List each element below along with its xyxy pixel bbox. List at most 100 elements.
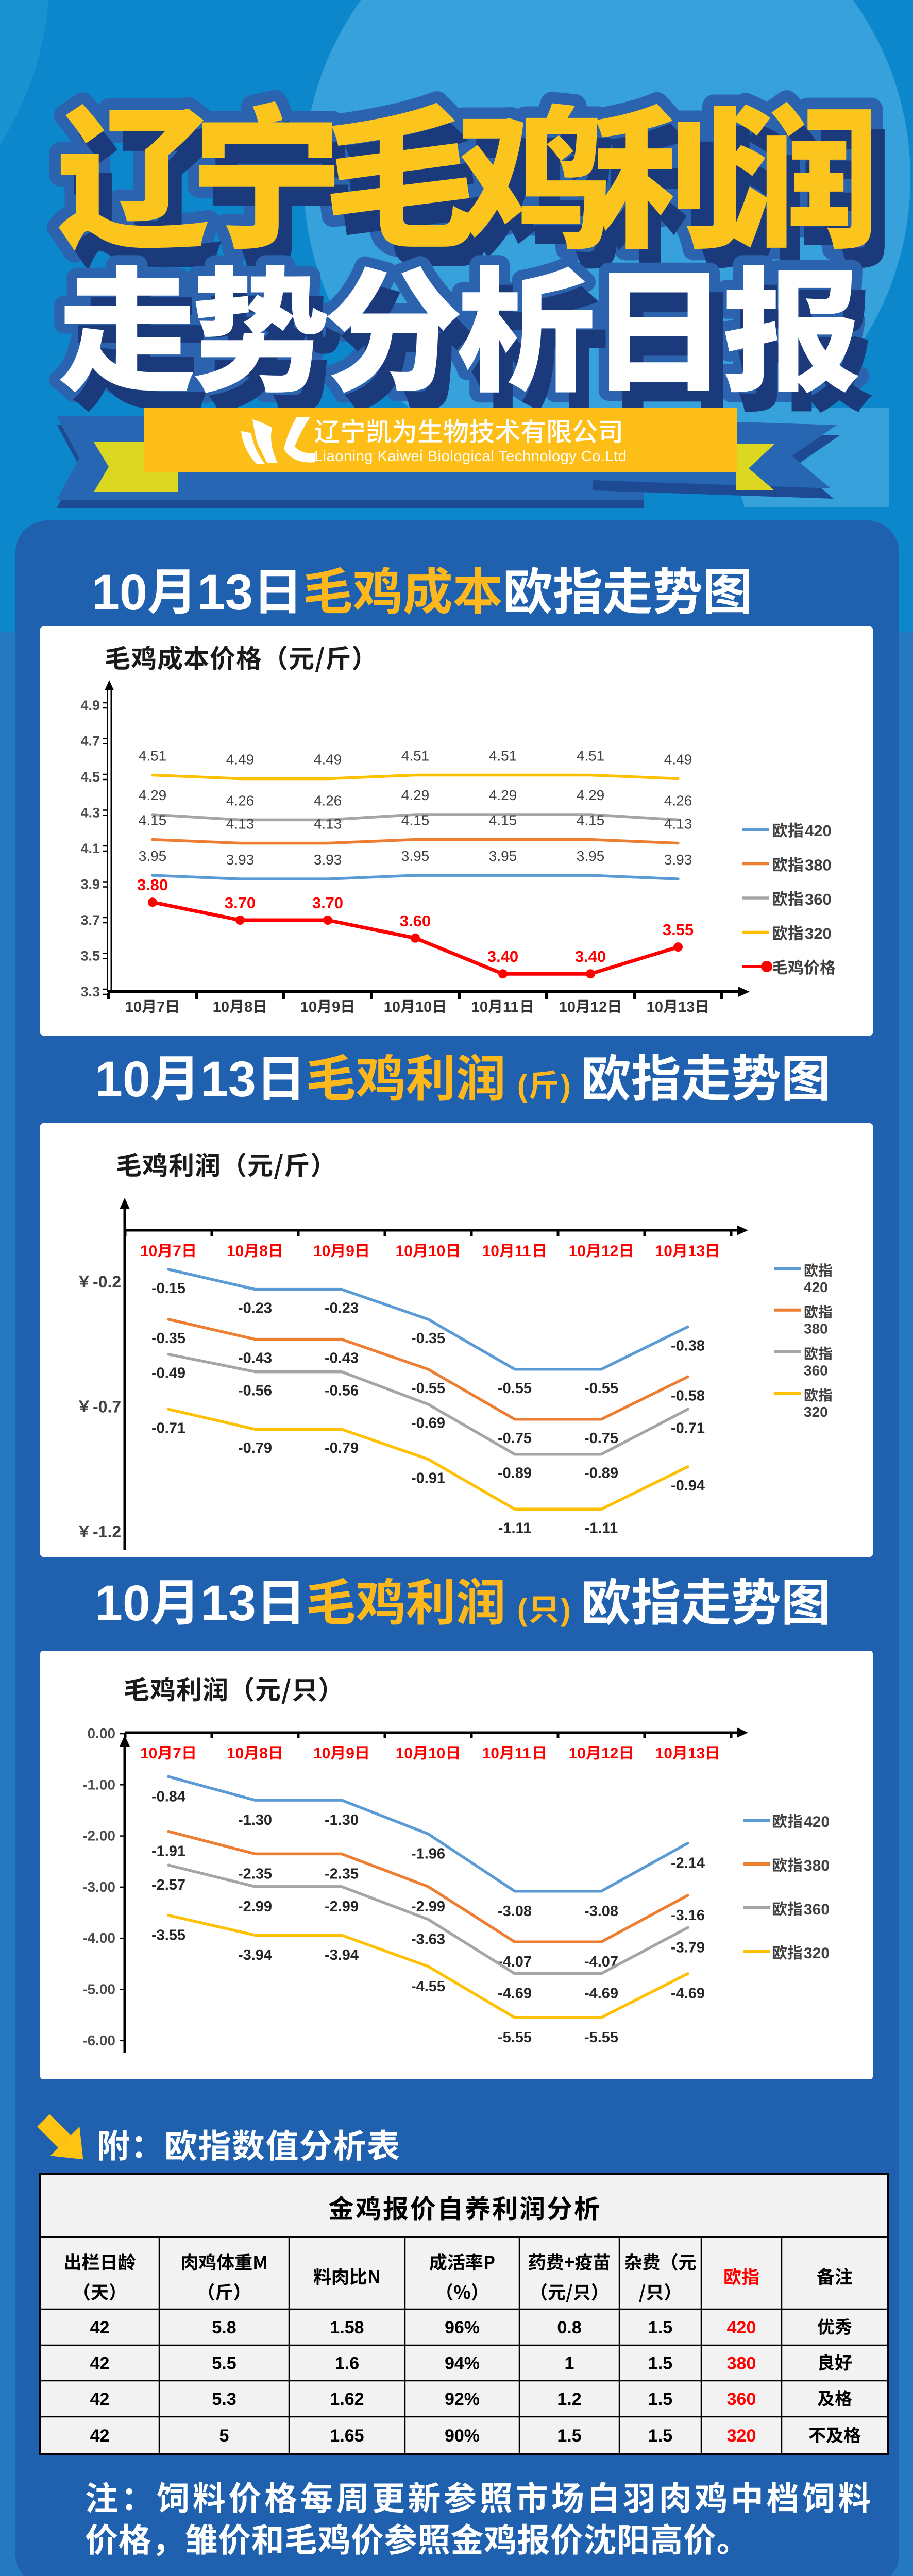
svg-text:3.95: 3.95 — [401, 848, 430, 864]
svg-text:-1.2: -1.2 — [93, 1522, 121, 1541]
svg-text:-1.11: -1.11 — [498, 1520, 532, 1536]
svg-text:-0.38: -0.38 — [671, 1337, 705, 1354]
svg-text:-3.08: -3.08 — [498, 1903, 532, 1920]
svg-text:13: 13 — [688, 1745, 705, 1762]
svg-text:9: 9 — [332, 999, 340, 1015]
svg-text:4.15: 4.15 — [577, 812, 605, 828]
svg-text:-0.94: -0.94 — [671, 1478, 705, 1494]
svg-text:-2.35: -2.35 — [325, 1866, 359, 1882]
svg-text:420: 420 — [804, 1814, 830, 1831]
svg-text:3.5: 3.5 — [80, 948, 100, 964]
svg-text:10: 10 — [655, 1745, 672, 1762]
svg-text:-1.91: -1.91 — [151, 1843, 185, 1860]
svg-text:-2.14: -2.14 — [671, 1855, 705, 1872]
svg-text:1.5: 1.5 — [557, 2426, 581, 2446]
svg-text:): ) — [561, 1592, 571, 1627]
svg-text:7: 7 — [157, 999, 165, 1015]
svg-text:10: 10 — [384, 999, 400, 1015]
svg-text:8: 8 — [259, 1243, 268, 1260]
svg-text:10: 10 — [140, 1243, 157, 1260]
svg-text:11: 11 — [503, 999, 519, 1015]
svg-text:3.80: 3.80 — [137, 876, 168, 894]
svg-text:3.95: 3.95 — [139, 848, 167, 864]
svg-text:-0.71: -0.71 — [671, 1420, 705, 1436]
svg-text:-0.79: -0.79 — [325, 1440, 359, 1456]
svg-text:10: 10 — [227, 1745, 244, 1762]
svg-text:-5.00: -5.00 — [82, 1981, 115, 1997]
svg-text:-0.7: -0.7 — [93, 1398, 121, 1416]
svg-text:0.8: 0.8 — [557, 2318, 581, 2337]
svg-text:-6.00: -6.00 — [82, 2032, 115, 2048]
svg-text:-0.35: -0.35 — [151, 1330, 185, 1347]
svg-text:-0.89: -0.89 — [584, 1465, 618, 1482]
svg-text:-4.55: -4.55 — [411, 1978, 445, 1995]
svg-text:-4.69: -4.69 — [498, 1986, 532, 2002]
svg-text:4.7: 4.7 — [80, 734, 100, 749]
svg-text:380: 380 — [805, 856, 832, 874]
svg-text:92%: 92% — [445, 2389, 480, 2409]
svg-text:10: 10 — [213, 999, 229, 1015]
svg-text:3.70: 3.70 — [312, 894, 343, 912]
svg-text:10: 10 — [95, 1575, 150, 1631]
svg-text:-0.56: -0.56 — [325, 1383, 359, 1399]
svg-text:420: 420 — [804, 1279, 828, 1295]
svg-text:-3.16: -3.16 — [671, 1907, 705, 1924]
svg-text:3.40: 3.40 — [575, 947, 606, 965]
svg-text:10: 10 — [396, 1243, 413, 1260]
svg-text:4.9: 4.9 — [80, 698, 100, 713]
svg-text:-0.89: -0.89 — [498, 1465, 532, 1482]
svg-text:-0.79: -0.79 — [238, 1440, 272, 1456]
svg-text:-2.99: -2.99 — [238, 1899, 272, 1915]
svg-text:10: 10 — [428, 1243, 445, 1260]
svg-text:-0.75: -0.75 — [498, 1430, 532, 1447]
svg-text:4.49: 4.49 — [664, 752, 692, 768]
svg-text:4.29: 4.29 — [577, 787, 605, 803]
svg-text:13: 13 — [200, 1575, 256, 1631]
svg-text:-0.43: -0.43 — [238, 1350, 272, 1367]
svg-text:4.15: 4.15 — [489, 812, 517, 828]
svg-text:13: 13 — [200, 1051, 256, 1107]
svg-text:-5.55: -5.55 — [498, 2029, 532, 2046]
svg-text:1.5: 1.5 — [648, 2318, 672, 2337]
svg-text:4.26: 4.26 — [226, 792, 255, 808]
svg-text:3.95: 3.95 — [489, 848, 517, 864]
svg-text:-0.2: -0.2 — [93, 1273, 121, 1291]
svg-text:42: 42 — [90, 2426, 110, 2446]
svg-text:-4.69: -4.69 — [584, 1986, 618, 2002]
svg-text:10: 10 — [396, 1745, 413, 1762]
svg-text:-0.49: -0.49 — [151, 1365, 185, 1382]
svg-text:11: 11 — [515, 1745, 531, 1762]
svg-text:-1.11: -1.11 — [585, 1520, 618, 1536]
svg-text:3.3: 3.3 — [80, 984, 100, 999]
svg-text:320: 320 — [727, 2426, 756, 2446]
svg-text:-3.63: -3.63 — [411, 1931, 445, 1948]
svg-text:420: 420 — [727, 2318, 756, 2337]
svg-text:9: 9 — [346, 1745, 354, 1762]
svg-text:10: 10 — [471, 999, 488, 1015]
svg-text:4.5: 4.5 — [80, 769, 100, 785]
svg-text:3.70: 3.70 — [225, 894, 256, 912]
svg-text:4.15: 4.15 — [139, 812, 167, 828]
svg-text:1.5: 1.5 — [648, 2354, 672, 2374]
svg-text:7: 7 — [173, 1745, 181, 1762]
svg-text:10: 10 — [559, 999, 576, 1015]
svg-text:-2.00: -2.00 — [82, 1828, 115, 1844]
svg-text:4.29: 4.29 — [139, 787, 167, 803]
svg-text:13: 13 — [678, 999, 695, 1015]
svg-text:1.62: 1.62 — [330, 2389, 364, 2409]
svg-text:-1.30: -1.30 — [325, 1812, 359, 1828]
svg-text:-3.94: -3.94 — [325, 1947, 359, 1963]
svg-text:-0.91: -0.91 — [411, 1470, 445, 1486]
svg-text:-0.23: -0.23 — [325, 1300, 359, 1317]
svg-text:-3.55: -3.55 — [151, 1927, 185, 1944]
svg-text:4.1: 4.1 — [80, 841, 100, 856]
svg-text:-0.55: -0.55 — [584, 1380, 618, 1397]
svg-text:3.60: 3.60 — [400, 912, 431, 930]
svg-text:-2.35: -2.35 — [238, 1866, 272, 1882]
svg-text:11: 11 — [515, 1243, 531, 1260]
svg-text:420: 420 — [805, 822, 832, 840]
svg-text:8: 8 — [259, 1745, 268, 1762]
svg-text:-3.00: -3.00 — [82, 1879, 115, 1895]
svg-text:12: 12 — [590, 999, 607, 1015]
svg-text:-2.57: -2.57 — [151, 1877, 185, 1893]
